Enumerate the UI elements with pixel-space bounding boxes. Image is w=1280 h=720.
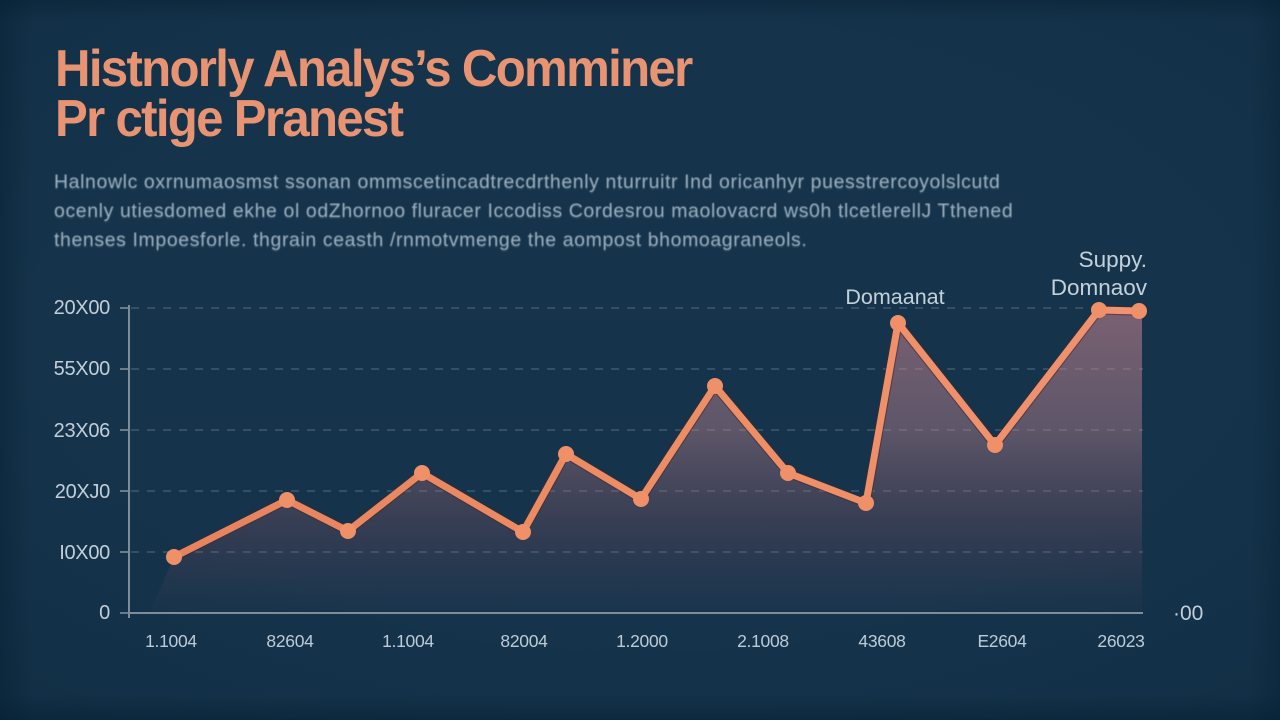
svg-text:Domaanat: Domaanat xyxy=(845,285,944,309)
svg-text:0: 0 xyxy=(99,602,110,624)
svg-text:E2604: E2604 xyxy=(977,631,1027,651)
svg-text:43608: 43608 xyxy=(858,631,905,651)
svg-text:2.1008: 2.1008 xyxy=(737,631,789,651)
svg-text:1.1004: 1.1004 xyxy=(382,631,434,651)
svg-text:I0X00: I0X00 xyxy=(59,542,110,564)
svg-text:82604: 82604 xyxy=(266,631,314,651)
svg-text:82004: 82004 xyxy=(500,631,548,651)
svg-text:26023: 26023 xyxy=(1097,631,1144,651)
svg-text:55X00: 55X00 xyxy=(54,358,111,380)
svg-text:Domnaov: Domnaov xyxy=(1051,275,1148,300)
svg-text:1.1004: 1.1004 xyxy=(145,631,197,651)
svg-text:23X06: 23X06 xyxy=(54,420,111,442)
svg-text:1.2000: 1.2000 xyxy=(616,631,668,651)
svg-text:Suppy.: Suppy. xyxy=(1079,247,1147,272)
svg-text:·00: ·00 xyxy=(1173,602,1203,625)
svg-text:20X00: 20X00 xyxy=(54,297,111,319)
svg-text:20XJ0: 20XJ0 xyxy=(55,481,110,503)
